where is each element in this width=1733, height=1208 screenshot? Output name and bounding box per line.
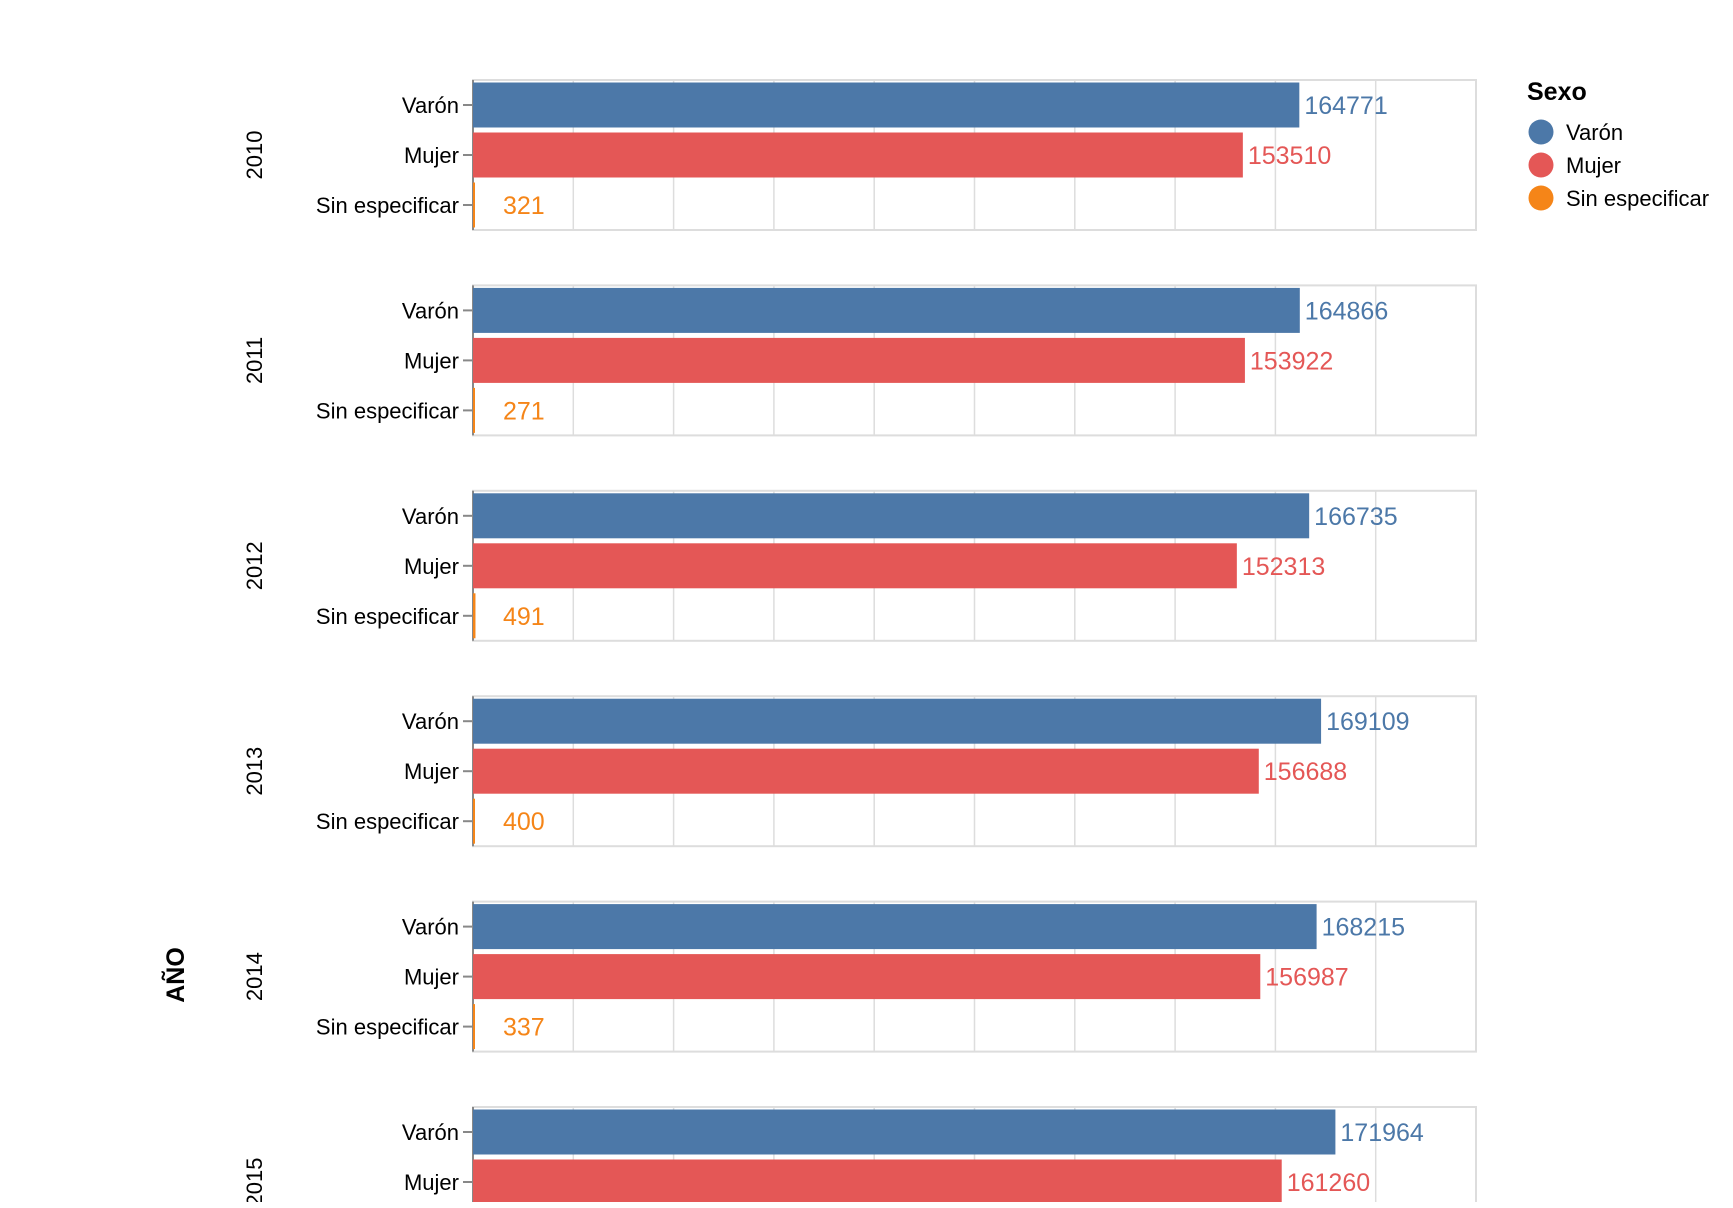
data-label: 168215 [1322,914,1405,942]
y-tick-label: Mujer [404,554,459,579]
facet-label: 2010 [242,131,267,180]
y-tick-label: Varón [402,1120,459,1145]
facet-2015: 2015Varón171964Mujer161260Sin especifica… [242,1106,1477,1207]
bar [473,698,1322,744]
bar [473,954,1261,1000]
data-label: 171964 [1340,1119,1424,1147]
data-label: 166735 [1314,503,1397,531]
legend-swatch [1528,152,1554,178]
y-tick-label: Varón [402,298,459,323]
legend-label: Sin especificar [1566,186,1709,211]
bar [473,748,1259,794]
data-label: 152313 [1242,553,1325,581]
facet-2012: 2012 Varón 166735 Mujer 152313 Sin especifica… [242,489,1477,642]
y-tick-label: Varón [402,93,459,118]
y-tick-label: Sin especificar [316,398,459,423]
bar [473,82,1300,128]
y-tick-label: Mujer [404,348,459,373]
legend-label: Mujer [1566,153,1621,178]
data-label: 153922 [1250,347,1333,375]
data-label: 156987 [1265,964,1348,992]
bar [473,1159,1282,1202]
bar [473,132,1243,178]
facet-label: 2012 [242,541,267,590]
y-tick-label: Sin especificar [316,193,459,218]
bar [473,337,1245,383]
bar [473,387,475,433]
facet-2011: 2011 Varón 164866 Mujer 153922 Sin especifica… [242,284,1477,437]
y-tick-label: Sin especificar [316,1015,459,1040]
facet-label: 2013 [242,747,267,796]
bar [473,1109,1336,1155]
data-label: 169109 [1326,708,1409,736]
facet-label: 2011 [242,337,267,384]
data-label: 337 [503,1014,545,1042]
y-tick-label: Mujer [404,143,459,168]
row-axis-title: AÑO [160,947,190,1003]
legend-swatch [1528,119,1554,145]
facet-label: 2014 [242,952,267,1001]
facet-label: 2015 [242,1158,267,1207]
bar [473,287,1300,333]
data-label: 491 [503,603,545,631]
data-label: 164771 [1304,92,1387,120]
bar [473,182,475,228]
y-tick-label: Varón [402,709,459,734]
y-tick-label: Mujer [404,1170,459,1195]
legend: Sexo Varón Mujer Sin especificar [1527,78,1709,211]
bar [473,1004,475,1050]
data-label: 153510 [1248,142,1331,170]
data-label: 164866 [1305,297,1388,325]
facet-2014: 2014 Varón 168215 Mujer 156987 Sin especifica… [242,900,1477,1053]
facet-2013: 2013 Varón 169109 Mujer 156688 Sin especifica… [242,695,1477,848]
bar [473,593,476,639]
y-tick-label: Varón [402,915,459,940]
y-tick-label: Sin especificar [316,809,459,834]
data-label: 400 [503,808,545,836]
legend-title: Sexo [1527,78,1587,106]
y-tick-label: Mujer [404,965,459,990]
data-label: 161260 [1287,1169,1370,1197]
legend-swatch [1528,185,1554,211]
bar [473,904,1317,950]
bar [473,543,1237,589]
bar [473,798,476,844]
data-label: 321 [503,192,545,220]
y-tick-label: Varón [402,504,459,529]
legend-label: Varón [1566,120,1623,145]
facet-2010: 2010 Varón 164771 Mujer 153510 Sin especifica… [242,79,1477,231]
bar [473,493,1310,539]
y-tick-label: Mujer [404,759,459,784]
data-label: 156688 [1264,758,1347,786]
data-label: 271 [503,397,545,425]
y-tick-label: Sin especificar [316,604,459,629]
